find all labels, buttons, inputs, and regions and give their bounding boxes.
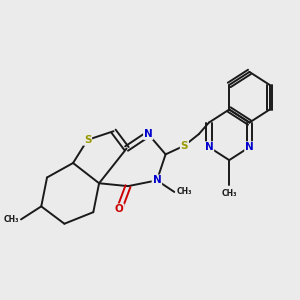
Text: CH₃: CH₃ (3, 215, 19, 224)
Text: N: N (152, 176, 161, 185)
Text: N: N (205, 142, 213, 152)
Text: CH₃: CH₃ (221, 189, 237, 198)
Text: O: O (115, 204, 124, 214)
Text: S: S (181, 141, 188, 151)
Text: N: N (245, 142, 254, 152)
Text: S: S (84, 135, 91, 145)
Text: CH₃: CH₃ (177, 188, 192, 196)
Text: N: N (144, 129, 153, 139)
